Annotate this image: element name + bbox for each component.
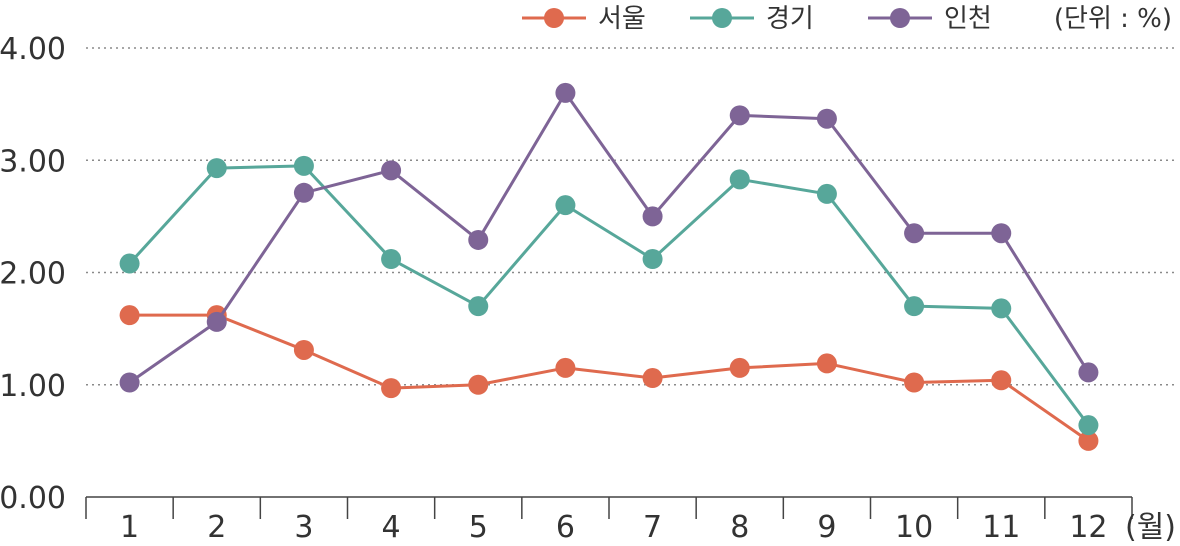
x-tick-label: 7	[643, 510, 662, 545]
legend-label: 서울	[598, 4, 646, 34]
data-point	[381, 249, 402, 270]
legend: 서울 경기 인천	[522, 4, 992, 34]
data-point	[468, 296, 489, 317]
legend-item: 경기	[690, 4, 814, 34]
data-point	[991, 298, 1012, 319]
data-point	[293, 339, 314, 360]
data-point	[642, 206, 663, 227]
data-point	[119, 253, 140, 274]
data-point	[816, 108, 837, 129]
data-point	[991, 223, 1012, 244]
data-point	[293, 182, 314, 203]
y-tick-label: 1.00	[0, 369, 66, 404]
data-point	[468, 374, 489, 395]
series-서울	[119, 305, 1099, 451]
y-axis: 0.00 1.00 2.00 3.00 4.00	[0, 32, 66, 516]
legend-marker	[544, 8, 564, 28]
data-point	[991, 370, 1012, 391]
x-tick-label: 5	[469, 510, 488, 545]
x-tick-label: 3	[294, 510, 313, 545]
data-point	[816, 353, 837, 374]
data-point	[119, 305, 140, 326]
data-point	[729, 357, 750, 378]
y-tick-label: 2.00	[0, 257, 66, 292]
x-tick-label: 10	[895, 510, 933, 545]
x-axis: 1 2 3 4 5 6 7 8 9 10 11 12 (월)	[85, 496, 1176, 545]
data-point	[642, 249, 663, 270]
data-point	[1078, 362, 1099, 383]
x-tick-label: 2	[207, 510, 226, 545]
data-point	[381, 378, 402, 399]
data-point	[816, 183, 837, 204]
data-point	[468, 229, 489, 250]
data-point	[555, 82, 576, 103]
series-경기	[119, 155, 1099, 436]
legend-marker	[890, 8, 910, 28]
data-point	[904, 296, 925, 317]
data-point	[1078, 430, 1099, 451]
x-tick-label: 9	[817, 510, 836, 545]
data-point	[206, 311, 227, 332]
series-group	[119, 82, 1099, 451]
y-tick-label: 3.00	[0, 144, 66, 179]
data-point	[293, 155, 314, 176]
series-인천	[119, 82, 1099, 393]
x-tick-label: 8	[730, 510, 749, 545]
data-point	[555, 195, 576, 216]
data-point	[1078, 415, 1099, 436]
data-point	[904, 372, 925, 393]
series-line	[129, 313, 1090, 443]
legend-item: 서울	[522, 4, 646, 34]
y-tick-label: 0.00	[0, 481, 66, 516]
x-tick-label: 1	[120, 510, 139, 545]
legend-item: 인천	[868, 4, 992, 34]
legend-marker	[712, 8, 732, 28]
x-tick-label: 11	[982, 510, 1020, 545]
gridlines	[86, 47, 1174, 386]
y-tick-label: 4.00	[0, 32, 66, 67]
data-point	[729, 169, 750, 190]
data-point	[555, 357, 576, 378]
series-line	[128, 164, 1090, 427]
series-line	[128, 91, 1090, 384]
x-tick-label: 6	[556, 510, 575, 545]
unit-label: (단위 : %)	[1054, 4, 1172, 34]
data-point	[119, 372, 140, 393]
data-point	[381, 160, 402, 181]
x-tick-label: 4	[382, 510, 401, 545]
x-tick-label: 12	[1069, 510, 1107, 545]
legend-label: 인천	[944, 4, 992, 34]
data-point	[642, 368, 663, 389]
data-point	[904, 223, 925, 244]
x-unit-label: (월)	[1125, 510, 1176, 545]
data-point	[729, 105, 750, 126]
legend-label: 경기	[766, 4, 814, 34]
data-point	[206, 158, 227, 179]
